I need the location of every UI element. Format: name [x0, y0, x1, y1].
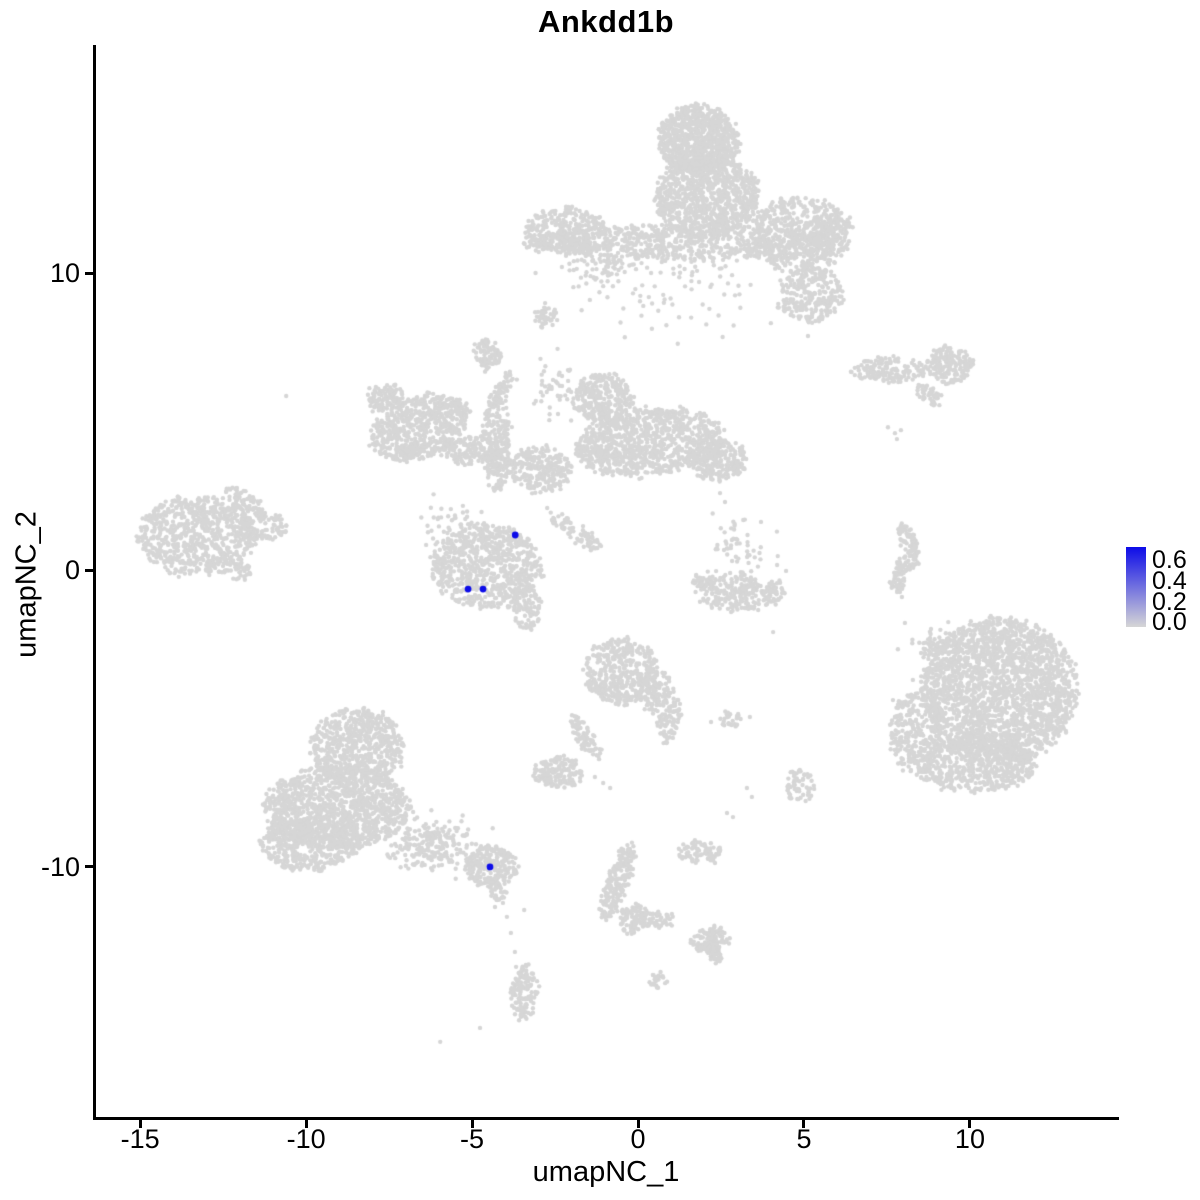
y-tick [85, 568, 93, 572]
legend-tick-label: 0.6 [1152, 546, 1187, 575]
y-tick-label: 0 [64, 555, 80, 586]
x-axis-label: umapNC_1 [532, 1156, 680, 1188]
x-tick-label: -10 [286, 1124, 326, 1154]
x-tick-label: -5 [460, 1124, 485, 1154]
y-tick [85, 271, 93, 275]
x-axis-line [93, 1117, 1119, 1120]
x-tick [304, 1120, 308, 1128]
y-tick-label: -10 [40, 851, 80, 882]
x-tick-label: 0 [630, 1124, 646, 1154]
legend-tick-label: 0.0 [1152, 608, 1187, 637]
x-tick [802, 1120, 806, 1128]
legend-tick-label: 0.4 [1152, 567, 1187, 596]
x-tick [636, 1120, 640, 1128]
x-tick-label: -15 [120, 1124, 160, 1154]
x-tick-label: 10 [954, 1124, 985, 1154]
y-axis-label: umapNC_2 [10, 511, 43, 658]
x-tick [968, 1120, 972, 1128]
y-axis-line [93, 45, 96, 1120]
x-tick [470, 1120, 474, 1128]
x-tick [138, 1120, 142, 1128]
x-tick-label: 5 [796, 1124, 812, 1154]
legend-gradient-bar [1126, 547, 1146, 627]
color-legend: 0.0 0.2 0.4 0.6 [1126, 547, 1200, 637]
y-tick [85, 865, 93, 869]
legend-tick-label: 0.2 [1152, 587, 1187, 616]
y-tick-label: 10 [49, 258, 80, 289]
